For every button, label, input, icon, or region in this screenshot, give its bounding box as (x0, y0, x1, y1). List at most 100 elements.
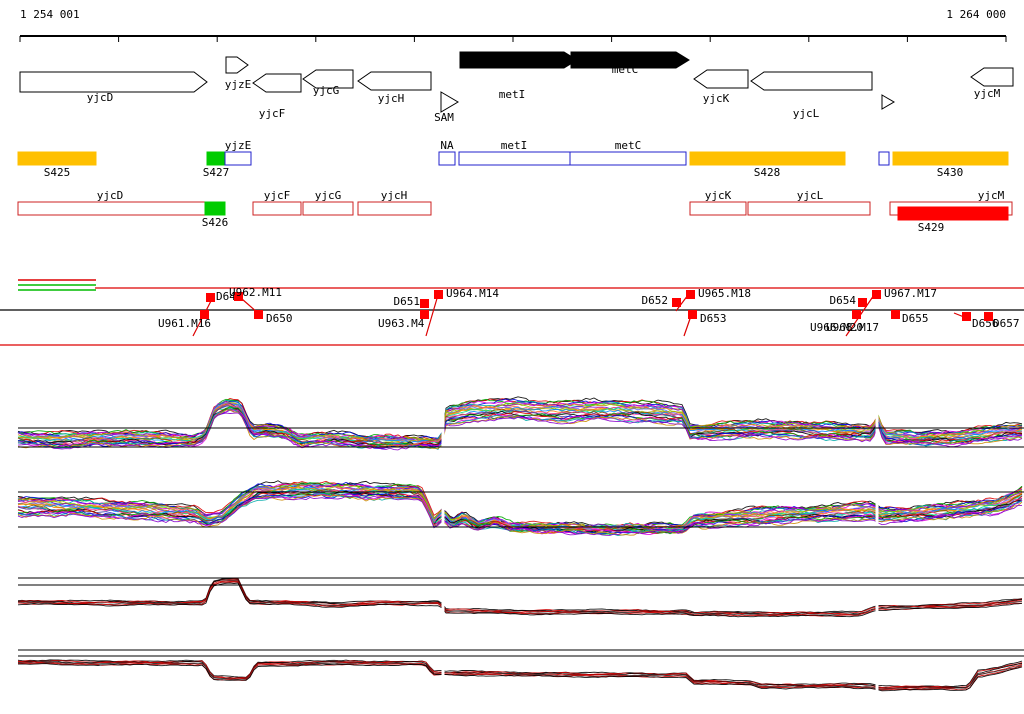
probe-square[interactable] (434, 290, 443, 299)
probe-square[interactable] (234, 292, 243, 301)
segment-label: S428 (754, 166, 781, 179)
gene-label: yjcL (793, 107, 820, 120)
segment-box[interactable] (252, 201, 302, 216)
gene-arrow[interactable] (440, 91, 459, 113)
segment-label: S426 (202, 216, 229, 229)
signal-panel-1 (17, 392, 1024, 468)
segment-box[interactable] (302, 201, 354, 216)
segment-label: metI (501, 139, 528, 152)
probe-square[interactable] (420, 299, 429, 308)
signal-trace (17, 660, 1023, 689)
signal-panels (17, 392, 1024, 709)
probe-label: U968.M17 (826, 321, 879, 334)
probe-square[interactable] (200, 310, 209, 319)
gene-arrow[interactable] (459, 51, 578, 69)
segment-gap (441, 392, 445, 468)
gene-label: metC (612, 63, 639, 76)
segment-track: S425 S427 yjzE NA metI metC S428 S430 yjcD S426 yj… (17, 139, 1013, 234)
probe-square[interactable] (858, 298, 867, 307)
signal-trace (18, 579, 1023, 615)
segment-box[interactable] (897, 206, 1009, 221)
gene-arrow[interactable] (693, 69, 749, 89)
segment-gap (441, 569, 445, 630)
segment-label: S430 (937, 166, 964, 179)
segment-box[interactable] (224, 151, 252, 166)
gene-arrow[interactable] (881, 94, 895, 110)
probe-square[interactable] (686, 290, 695, 299)
probe-square[interactable] (891, 310, 900, 319)
segment-gap (875, 643, 879, 709)
gene-label: yjcG (313, 84, 340, 97)
ruler-start-coordinate: 1 254 001 (20, 8, 80, 21)
segment-box[interactable] (458, 151, 571, 166)
gene-arrow[interactable] (252, 73, 302, 93)
gene-arrow[interactable] (225, 56, 249, 74)
segment-label: metC (615, 139, 642, 152)
gene-arrow[interactable] (570, 51, 690, 69)
segment-box[interactable] (17, 151, 97, 166)
segment-box[interactable] (689, 151, 846, 166)
probe-square[interactable] (254, 310, 263, 319)
signal-trace (17, 495, 1022, 536)
probe-square[interactable] (688, 310, 697, 319)
probe-square[interactable] (852, 310, 861, 319)
signal-panel-3 (17, 569, 1024, 630)
probe-diagonal (425, 294, 439, 337)
signal-trace (17, 402, 1023, 445)
probe-square[interactable] (962, 312, 971, 321)
segment-gap (441, 643, 445, 709)
probe-label: D651 (394, 295, 421, 308)
segment-label: yjzE (225, 139, 252, 152)
segment-box[interactable] (17, 201, 206, 216)
segment-box[interactable] (747, 201, 871, 216)
probe-label: U962.M11 (229, 286, 282, 299)
signal-trace (17, 407, 1023, 448)
gene-arrow[interactable] (302, 69, 354, 89)
probe-label: U967.M17 (884, 287, 937, 300)
probe-square[interactable] (206, 293, 215, 302)
segment-box[interactable] (569, 151, 687, 166)
signal-trace (18, 661, 1023, 689)
segment-box[interactable] (689, 201, 747, 216)
signal-panel-4 (17, 643, 1024, 709)
segment-label: S425 (44, 166, 71, 179)
gene-label: yjzE (225, 78, 252, 91)
gene-label: yjcH (378, 92, 405, 105)
probe-label: U965.M18 (698, 287, 751, 300)
segment-box[interactable] (206, 151, 226, 166)
segment-box[interactable] (892, 151, 1009, 166)
probe-square[interactable] (872, 290, 881, 299)
gene-label: metI (499, 88, 526, 101)
gene-label: yjcF (259, 107, 286, 120)
probe-label: D657 (993, 317, 1020, 330)
probe-square[interactable] (420, 310, 429, 319)
segment-label: yjcD (97, 189, 124, 202)
gene-arrow[interactable] (357, 71, 432, 91)
gene-arrow[interactable] (970, 67, 1014, 87)
segment-gap (441, 477, 445, 550)
signal-trace (17, 659, 1023, 688)
gene-arrow[interactable] (750, 71, 873, 91)
probe-label: U961.M16 (158, 317, 211, 330)
segment-label: yjcL (797, 189, 824, 202)
segment-label: yjcM (978, 189, 1005, 202)
coordinate-ruler (19, 35, 1007, 42)
segment-box[interactable] (878, 151, 890, 166)
probe-label: U966.M20 (810, 321, 863, 334)
segment-box[interactable] (438, 151, 456, 166)
probe-label: D653 (700, 312, 727, 325)
probe-square[interactable] (672, 298, 681, 307)
segment-label: yjcF (264, 189, 291, 202)
probe-label: D650 (266, 312, 293, 325)
signal-trace (17, 662, 1023, 690)
segment-box[interactable] (204, 201, 226, 216)
probe-square[interactable] (984, 312, 993, 321)
probe-label: D652 (642, 294, 669, 307)
signal-trace (17, 480, 1023, 528)
segment-box[interactable] (357, 201, 432, 216)
gene-label: yjcK (703, 92, 730, 105)
segment-label: yjcH (381, 189, 408, 202)
segment-label: yjcK (705, 189, 732, 202)
gene-arrow[interactable] (19, 71, 208, 93)
